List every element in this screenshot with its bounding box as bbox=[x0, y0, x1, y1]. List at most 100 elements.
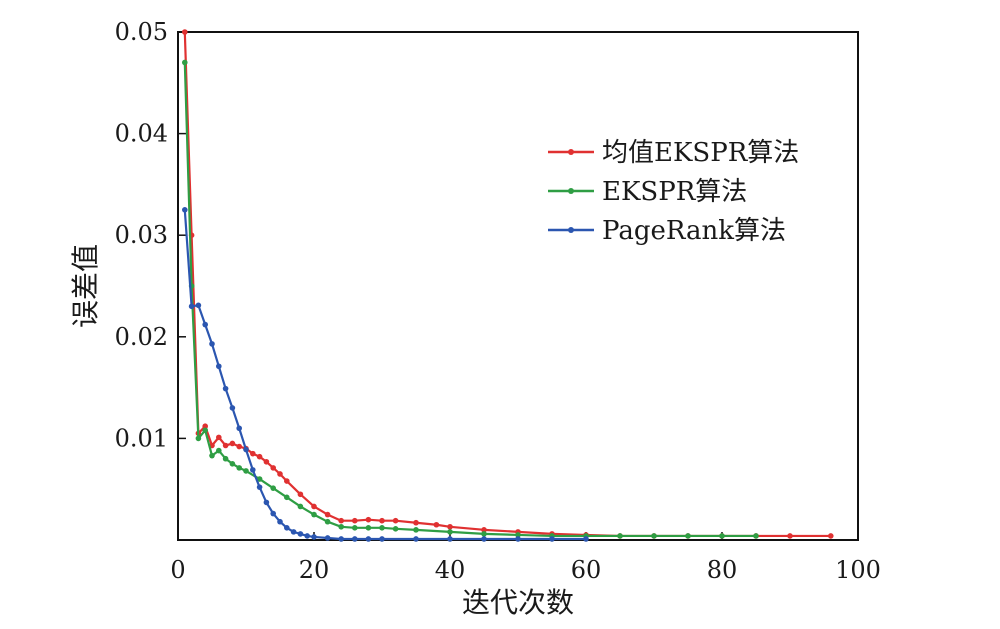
data-point bbox=[209, 452, 215, 459]
data-point bbox=[365, 525, 372, 531]
data-point bbox=[828, 533, 834, 539]
data-point bbox=[787, 533, 793, 539]
data-point bbox=[209, 341, 215, 347]
y-tick-label: 0.04 bbox=[115, 120, 168, 148]
data-point bbox=[413, 536, 419, 542]
legend-item: EKSPR算法 bbox=[548, 177, 747, 207]
data-point bbox=[617, 533, 623, 539]
data-point bbox=[338, 523, 345, 530]
x-tick-label: 80 bbox=[707, 556, 738, 584]
data-point bbox=[256, 484, 263, 490]
data-point bbox=[222, 455, 229, 462]
y-tick-label: 0.05 bbox=[115, 18, 168, 46]
data-point bbox=[719, 533, 725, 539]
data-point bbox=[284, 525, 290, 531]
data-point bbox=[250, 467, 256, 473]
data-point bbox=[297, 491, 304, 498]
plot-frame bbox=[177, 31, 859, 541]
data-point bbox=[433, 521, 440, 528]
data-point bbox=[250, 450, 256, 457]
data-point bbox=[481, 536, 487, 542]
data-point bbox=[229, 440, 236, 447]
data-point bbox=[379, 517, 385, 524]
data-point bbox=[392, 517, 399, 524]
series-2 bbox=[182, 59, 759, 539]
data-point bbox=[447, 529, 453, 535]
data-point bbox=[338, 517, 345, 524]
data-point bbox=[515, 532, 521, 538]
data-point bbox=[182, 207, 188, 213]
data-point bbox=[583, 536, 589, 542]
data-point bbox=[515, 536, 521, 542]
x-tick-label: 20 bbox=[299, 556, 330, 584]
data-point bbox=[243, 468, 249, 474]
data-point bbox=[216, 434, 222, 441]
legend-label: EKSPR算法 bbox=[602, 177, 747, 207]
data-point bbox=[379, 536, 385, 542]
data-point bbox=[182, 29, 188, 35]
data-point bbox=[365, 516, 372, 523]
legend-marker bbox=[568, 149, 574, 155]
data-point bbox=[263, 499, 270, 506]
data-point bbox=[195, 435, 202, 442]
data-point bbox=[195, 302, 202, 309]
data-point bbox=[549, 536, 555, 542]
legend-item: PageRank算法 bbox=[548, 216, 786, 246]
data-point bbox=[243, 446, 249, 453]
data-point bbox=[236, 465, 242, 471]
data-point bbox=[481, 527, 487, 533]
data-point bbox=[284, 494, 290, 501]
data-point bbox=[352, 536, 358, 542]
data-point bbox=[182, 59, 188, 66]
x-tick-label: 100 bbox=[835, 556, 881, 584]
data-point bbox=[447, 536, 453, 542]
data-point bbox=[290, 529, 297, 535]
data-point bbox=[311, 503, 317, 510]
data-point bbox=[311, 534, 317, 540]
series-line bbox=[183, 209, 586, 541]
series-layer bbox=[182, 29, 834, 542]
x-tick-label: 60 bbox=[571, 556, 602, 584]
data-point bbox=[379, 525, 385, 531]
data-point bbox=[216, 447, 222, 454]
x-axis-label: 迭代次数 bbox=[462, 586, 574, 619]
x-tick-label: 40 bbox=[435, 556, 466, 584]
data-point bbox=[365, 536, 372, 542]
data-point bbox=[338, 536, 345, 542]
data-point bbox=[222, 385, 229, 392]
series-1 bbox=[182, 29, 834, 539]
data-point bbox=[324, 518, 331, 525]
legend-marker bbox=[568, 227, 574, 233]
data-point bbox=[352, 517, 358, 524]
data-point bbox=[413, 527, 419, 533]
data-point bbox=[236, 425, 242, 432]
data-point bbox=[270, 485, 277, 491]
legend-item: 均值EKSPR算法 bbox=[548, 138, 799, 168]
data-point bbox=[324, 535, 331, 541]
data-point bbox=[202, 321, 208, 328]
data-point bbox=[324, 511, 331, 518]
data-point bbox=[447, 523, 453, 530]
data-point bbox=[216, 363, 222, 370]
y-tick-label: 0.03 bbox=[115, 221, 168, 249]
series-line bbox=[183, 31, 831, 538]
series-3 bbox=[182, 207, 589, 542]
data-point bbox=[202, 427, 208, 434]
data-point bbox=[202, 423, 208, 430]
data-point bbox=[651, 533, 657, 539]
data-point bbox=[188, 303, 195, 310]
data-point bbox=[297, 503, 304, 510]
data-point bbox=[222, 442, 229, 449]
y-axis-label: 误差值 bbox=[69, 244, 102, 328]
data-point bbox=[413, 519, 419, 526]
data-point bbox=[352, 525, 358, 531]
data-point bbox=[256, 476, 263, 482]
legend: 均值EKSPR算法 EKSPR算法 PageRank算法 bbox=[548, 138, 799, 246]
legend-marker bbox=[568, 188, 574, 194]
data-point bbox=[236, 443, 242, 450]
y-tick-label: 0.01 bbox=[115, 424, 168, 452]
legend-label: 均值EKSPR算法 bbox=[602, 138, 799, 168]
x-tick-label: 0 bbox=[170, 556, 185, 584]
